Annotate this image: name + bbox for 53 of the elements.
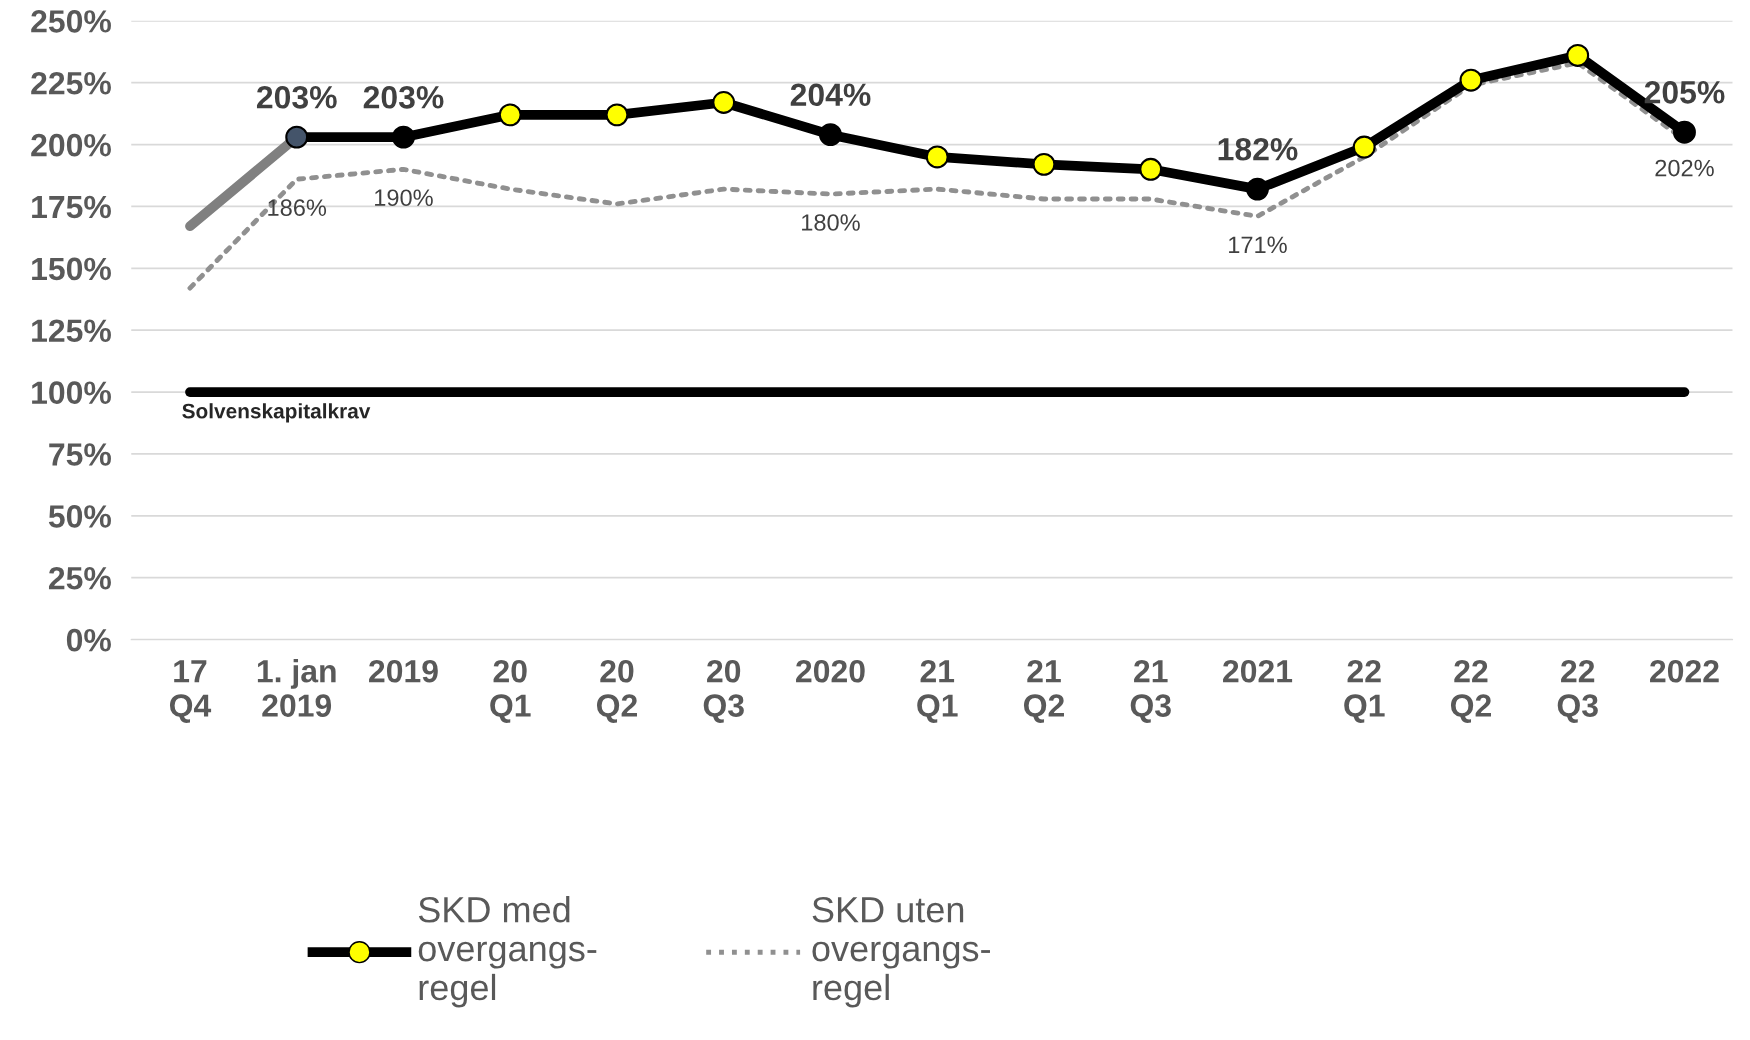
point	[1352, 135, 1376, 159]
x-tick-label: 20 Q3	[703, 659, 744, 723]
point	[1459, 68, 1483, 92]
y-tick-label: 25%	[48, 566, 111, 590]
point	[392, 125, 415, 149]
x-tick-label: 20 Q2	[596, 659, 637, 723]
x-tick-label: 1. jan 2019	[257, 659, 336, 717]
x-tick-label: 17 Q4	[169, 660, 212, 723]
point	[1032, 152, 1056, 176]
data-label: 205%	[1644, 81, 1725, 104]
data-label: 186%	[268, 199, 327, 216]
data-label: 202%	[1655, 159, 1714, 177]
data-label: 190%	[375, 189, 433, 207]
data-label: 171%	[1229, 236, 1287, 254]
y-tick-label: 150%	[32, 257, 111, 281]
x-tick-label: 21 Q2	[1023, 659, 1064, 723]
point	[1566, 44, 1590, 67]
x-tick-label: 20 Q1	[490, 659, 531, 723]
data-label: 203%	[363, 85, 444, 109]
y-tick-label: 200%	[31, 133, 111, 157]
ref-line-label: Solvenskapitalkrav	[182, 403, 371, 423]
point	[1246, 177, 1269, 201]
y-tick-label: 75%	[49, 443, 111, 466]
y-tick-label: 50%	[48, 505, 111, 528]
x-tick-label: 22 Q3	[1557, 659, 1598, 723]
x-tick-label: 21 Q1	[917, 659, 958, 723]
data-label: 182%	[1218, 137, 1298, 161]
point	[712, 91, 736, 114]
x-tick-label: 21 Q3	[1130, 659, 1171, 723]
point	[819, 123, 842, 147]
data-label: 204%	[790, 83, 871, 107]
point	[498, 103, 522, 127]
point	[1673, 120, 1696, 144]
x-tick-label: 2019	[369, 659, 438, 683]
legend-label: SKD med overgangs- regel	[418, 896, 597, 1008]
x-tick-label: 2020	[796, 659, 865, 683]
point	[1139, 157, 1163, 181]
x-tick-label: 22 Q1	[1344, 659, 1385, 723]
y-tick-label: 175%	[32, 195, 111, 219]
point	[925, 145, 949, 169]
y-tick-label: 225%	[31, 71, 111, 95]
data-label: 203%	[256, 85, 337, 109]
legend-label: SKD uten overgangs- regel	[812, 897, 990, 1008]
x-tick-label: 22 Q2	[1450, 659, 1491, 723]
point	[605, 103, 629, 127]
x-tick-label: 2021	[1223, 659, 1293, 683]
y-tick-label: 100%	[32, 381, 111, 404]
y-tick-label: 0%	[66, 628, 111, 652]
y-tick-label: 125%	[32, 319, 111, 343]
data-label: 180%	[802, 214, 860, 231]
y-tick-label: 250%	[31, 10, 111, 33]
x-tick-label: 2022	[1650, 659, 1719, 683]
point	[285, 125, 309, 149]
